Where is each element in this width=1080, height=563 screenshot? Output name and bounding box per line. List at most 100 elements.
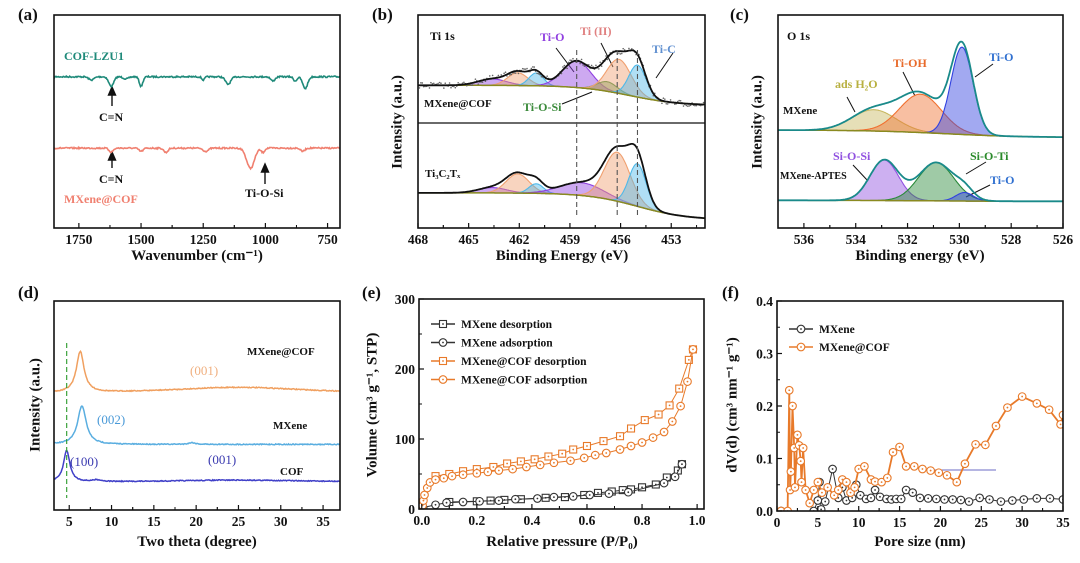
- raw-data-point: [420, 82, 422, 84]
- marker-dot: [911, 491, 914, 494]
- x-tick-label: 526: [1053, 232, 1074, 247]
- marker-dot: [959, 499, 962, 501]
- marker-dot: [853, 486, 856, 489]
- marker-dot: [572, 448, 575, 451]
- plot-area: [419, 345, 698, 509]
- legend-label: MXene@COF: [819, 342, 890, 354]
- marker-dot: [668, 404, 671, 407]
- raw-data-point: [674, 103, 676, 105]
- marker-dot: [442, 378, 444, 381]
- peak-label-001-cof: (001): [208, 452, 237, 467]
- x-tick-label: 25: [975, 515, 989, 530]
- marker-dot: [536, 497, 539, 500]
- marker-dot: [895, 498, 898, 500]
- marker-dot: [929, 469, 932, 472]
- raw-data-point: [664, 98, 666, 100]
- marker-dot: [900, 498, 903, 500]
- raw-data-point: [590, 64, 593, 67]
- raw-data-point: [676, 100, 679, 103]
- series-line: [54, 74, 340, 90]
- marker-dot: [905, 465, 908, 468]
- marker-dot: [886, 477, 889, 479]
- marker-dot: [1035, 402, 1038, 405]
- x-tick-label: 459: [560, 232, 581, 247]
- raw-data-point: [421, 82, 424, 84]
- marker-dot: [1059, 423, 1062, 426]
- title-ti-1s: Ti 1s: [430, 29, 455, 43]
- x-tick-label: 1750: [65, 232, 92, 247]
- raw-data-point: [474, 78, 477, 80]
- marker-dot: [870, 496, 872, 499]
- marker-dot: [533, 458, 536, 461]
- background-line: [418, 84, 705, 106]
- marker-dot: [619, 448, 621, 451]
- raw-data-point: [695, 104, 698, 107]
- marker-dot: [442, 323, 444, 325]
- x-tick-label: 0.4: [523, 513, 540, 528]
- x-tick-label: 453: [661, 232, 682, 247]
- marker-dot: [826, 486, 829, 489]
- panel-e: MXene desorption MXene adsorption MXene@CO…: [395, 292, 706, 528]
- raw-data-point: [533, 66, 536, 68]
- raw-data-point: [595, 64, 597, 67]
- spectrum-label-mxene-aptes: MXene-APTES: [780, 171, 847, 182]
- marker-dot: [674, 475, 676, 478]
- x-axis-label-a: Wavenumber (cm⁻¹): [131, 248, 263, 264]
- raw-data-point: [488, 75, 491, 77]
- x-tick-label: 1250: [190, 232, 217, 247]
- raw-data-point: [546, 75, 548, 77]
- raw-data-point: [540, 75, 543, 78]
- raw-data-point: [438, 81, 441, 84]
- marker-dot: [800, 481, 803, 484]
- arrow-head-icon: [260, 162, 270, 173]
- raw-data-point: [600, 65, 603, 67]
- marker-dot: [588, 494, 591, 496]
- marker-dot: [919, 496, 921, 499]
- x-axis-label-b: Binding Energy (eV): [495, 248, 629, 264]
- x-tick-label: 0.6: [579, 513, 596, 528]
- raw-data-point: [666, 103, 669, 105]
- marker-dot: [793, 447, 796, 449]
- y-axis-label-f: dV(d) (cm³ nm⁻¹ g⁻¹): [724, 337, 741, 473]
- marker-dot: [955, 481, 958, 484]
- x-tick-label: 465: [459, 232, 480, 247]
- panel-label-d: (d): [18, 283, 39, 302]
- raw-data-point: [418, 87, 421, 89]
- marker-dot: [641, 486, 643, 489]
- raw-data-point: [669, 99, 672, 101]
- label-si-o-si: Si-O-Si: [833, 149, 871, 163]
- marker-dot: [995, 425, 997, 427]
- raw-data-point: [443, 87, 445, 89]
- x-tick-label: 30: [274, 514, 288, 529]
- x-tick-label: 20: [934, 515, 948, 530]
- raw-data-point: [572, 57, 574, 60]
- arrow-head-icon: [107, 150, 117, 161]
- marker-dot: [506, 462, 509, 465]
- marker-dot: [665, 476, 668, 479]
- marker-dot: [583, 457, 586, 459]
- marker-dot: [594, 454, 597, 456]
- marker-dot: [837, 489, 840, 491]
- y-tick-label: 300: [395, 292, 416, 307]
- x-tick-label: 10: [105, 514, 119, 529]
- marker-dot: [686, 380, 689, 383]
- marker-dot: [1035, 497, 1038, 500]
- marker-dot: [630, 427, 632, 430]
- y-tick-label: 100: [395, 432, 416, 447]
- x-tick-label: 528: [1001, 232, 1022, 247]
- panel-label-e: (e): [362, 283, 381, 302]
- raw-data-point: [444, 82, 447, 84]
- series-label-cof-d: COF: [280, 466, 304, 478]
- y-tick-label: 0.2: [756, 399, 773, 414]
- marker-dot: [964, 462, 966, 465]
- raw-data-point: [530, 67, 533, 70]
- marker-dot: [451, 475, 453, 477]
- marker-dot: [812, 489, 815, 491]
- marker-dot: [663, 482, 665, 484]
- marker-dot: [789, 470, 792, 473]
- x-tick-label: 750: [317, 232, 338, 247]
- marker-dot: [1048, 408, 1051, 411]
- raw-data-point: [500, 74, 503, 76]
- marker-dot: [791, 405, 794, 407]
